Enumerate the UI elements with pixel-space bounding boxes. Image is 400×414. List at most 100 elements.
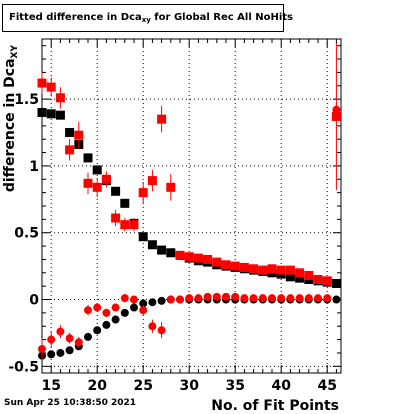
data-point-square xyxy=(285,272,295,282)
chart-title-subscript: xy xyxy=(141,16,151,24)
x-tick-label: 40 xyxy=(271,378,291,394)
chart-title: Fitted difference in Dcaxy for Global Re… xyxy=(2,4,293,32)
data-point-square xyxy=(55,93,65,103)
data-point-square xyxy=(166,182,176,192)
data-point-square xyxy=(46,109,56,119)
data-point-circle xyxy=(222,292,230,301)
x-axis-label: No. of Fit Points xyxy=(211,398,339,414)
y-tick-label: 1 xyxy=(29,159,39,175)
data-point-circle xyxy=(74,338,83,347)
data-point-circle xyxy=(130,303,138,312)
data-point-square xyxy=(157,114,167,124)
x-tick-label: 20 xyxy=(87,378,107,394)
data-point-circle xyxy=(268,294,276,303)
data-point-circle xyxy=(277,294,286,303)
data-point-square xyxy=(157,245,167,255)
x-tick-label: 15 xyxy=(41,378,60,394)
x-tick-label: 45 xyxy=(317,378,336,394)
data-point-circle xyxy=(240,294,249,303)
data-point-square xyxy=(184,252,194,262)
x-tick-label: 25 xyxy=(133,378,152,394)
data-point-circle xyxy=(65,334,74,343)
data-point-circle xyxy=(166,295,175,304)
plot-frame xyxy=(41,38,342,374)
data-point-square xyxy=(304,270,314,280)
data-point-circle xyxy=(47,335,56,344)
data-point-square xyxy=(147,240,157,250)
data-point-circle xyxy=(304,294,313,303)
data-point-square xyxy=(239,262,249,272)
data-point-circle xyxy=(332,295,341,304)
data-point-square xyxy=(221,260,231,270)
data-point-circle xyxy=(84,332,92,341)
y-tick-label: 0 xyxy=(29,293,39,309)
data-point-square xyxy=(138,188,148,198)
y-tick-label: 1.5 xyxy=(14,92,39,108)
data-point-square xyxy=(138,232,148,242)
data-point-square xyxy=(175,250,185,260)
data-point-square xyxy=(203,254,213,264)
data-point-square xyxy=(37,107,47,117)
data-point-circle xyxy=(286,294,295,303)
y-tick-label: -0.5 xyxy=(8,359,39,375)
chart-title-suffix: for Global Rec All NoHits xyxy=(150,12,294,23)
data-point-circle xyxy=(120,294,129,303)
data-point-square xyxy=(120,198,130,208)
data-point-square xyxy=(46,82,56,92)
data-point-square xyxy=(92,165,102,175)
data-point-square xyxy=(55,110,65,120)
data-point-square xyxy=(120,220,130,230)
data-point-circle xyxy=(102,320,111,329)
data-point-circle xyxy=(323,294,332,303)
data-point-square xyxy=(285,265,295,275)
data-point-square xyxy=(322,276,332,286)
data-point-circle xyxy=(111,303,120,312)
y-axis-label-subscript: XY xyxy=(10,45,20,59)
data-point-circle xyxy=(93,303,102,312)
data-point-square xyxy=(276,265,286,275)
y-axis-label: difference in DcaXY xyxy=(2,45,20,193)
y-tick-label: 0.5 xyxy=(14,226,39,242)
data-point-circle xyxy=(93,326,102,335)
data-point-circle xyxy=(314,294,322,303)
data-point-square xyxy=(65,128,75,138)
data-point-circle xyxy=(176,295,184,304)
data-point-square xyxy=(83,178,93,188)
data-point-circle xyxy=(102,308,111,317)
data-point-circle xyxy=(65,346,74,355)
data-point-circle xyxy=(249,294,258,303)
data-point-circle xyxy=(130,295,138,304)
data-point-square xyxy=(212,257,222,267)
data-point-square xyxy=(295,273,305,283)
data-point-square xyxy=(92,182,102,192)
data-point-square xyxy=(111,186,121,196)
data-point-square xyxy=(101,174,111,184)
data-point-square xyxy=(331,278,341,288)
data-point-square xyxy=(249,264,259,274)
data-point-circle xyxy=(231,292,240,301)
data-point-circle xyxy=(111,315,120,324)
data-point-square xyxy=(74,130,84,140)
data-point-circle xyxy=(56,327,65,336)
data-point-circle xyxy=(203,292,212,301)
data-point-circle xyxy=(157,296,166,305)
data-point-circle xyxy=(139,299,148,308)
data-point-square xyxy=(295,268,305,278)
data-point-circle xyxy=(258,294,267,303)
data-point-circle xyxy=(332,105,341,114)
data-point-circle xyxy=(139,306,148,315)
data-point-square xyxy=(230,261,240,271)
data-point-circle xyxy=(84,306,92,315)
chart-title-text: Fitted difference in Dca xyxy=(9,12,142,23)
data-point-circle xyxy=(157,326,166,335)
data-point-square xyxy=(313,274,323,284)
timestamp: Sun Apr 25 10:38:50 2021 xyxy=(4,398,137,408)
data-point-circle xyxy=(295,294,304,303)
data-point-square xyxy=(258,265,268,275)
data-point-circle xyxy=(38,344,46,353)
data-point-circle xyxy=(185,294,194,303)
data-point-circle xyxy=(148,298,157,307)
y-axis-label-text: difference in Dca xyxy=(2,58,18,192)
